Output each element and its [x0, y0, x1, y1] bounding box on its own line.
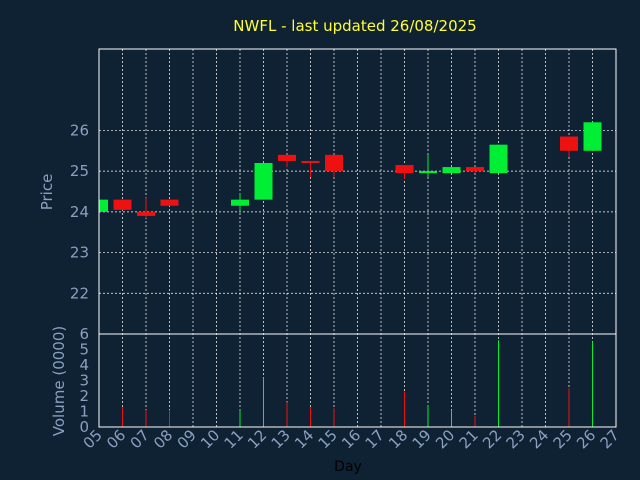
volume-tick-label: 0 — [79, 418, 89, 436]
price-tick-label: 25 — [70, 162, 89, 180]
candle-body — [231, 199, 249, 206]
candle-body — [325, 154, 343, 172]
candle-body — [583, 122, 602, 151]
candle-body — [560, 136, 578, 151]
candle-body — [160, 199, 179, 206]
candle-body — [113, 199, 132, 210]
candle-body — [278, 154, 296, 161]
price-tick-label: 23 — [70, 244, 89, 262]
volume-tick-label: 1 — [79, 403, 89, 421]
candle-body — [137, 211, 155, 216]
price-tick-label: 24 — [70, 203, 89, 221]
volume-tick-label: 4 — [79, 356, 89, 374]
candle-layer — [98, 122, 602, 218]
price-tick-label: 26 — [70, 121, 89, 139]
volume-tick-label: 3 — [79, 372, 89, 390]
price-axis-label: Price — [38, 174, 56, 211]
candle-body — [419, 171, 437, 174]
candle-body — [301, 160, 320, 163]
volume-tick-label: 2 — [79, 387, 89, 405]
candle-body — [99, 199, 108, 212]
volume-tick-label: 5 — [79, 341, 89, 359]
candle-body — [442, 167, 461, 174]
chart-title: NWFL - last updated 26/08/2025 — [233, 17, 476, 35]
volume-layer — [98, 340, 593, 427]
volume-tick-label: 6 — [79, 325, 89, 343]
candle-body — [489, 144, 508, 174]
grid-layer — [98, 49, 617, 427]
candle-body — [395, 165, 414, 174]
volume-panel-frame — [98, 333, 617, 428]
x-axis-label: Day — [334, 459, 362, 475]
price-tick-labels: 22 23 24 25 26 — [70, 121, 89, 302]
x-tick-labels: 0506070809101112131415161718192021222324… — [80, 426, 623, 452]
price-tick-label: 22 — [70, 284, 89, 302]
volume-axis-label: Volume (0000) — [50, 326, 68, 436]
candle-body — [466, 167, 484, 172]
candle-body — [254, 163, 273, 200]
